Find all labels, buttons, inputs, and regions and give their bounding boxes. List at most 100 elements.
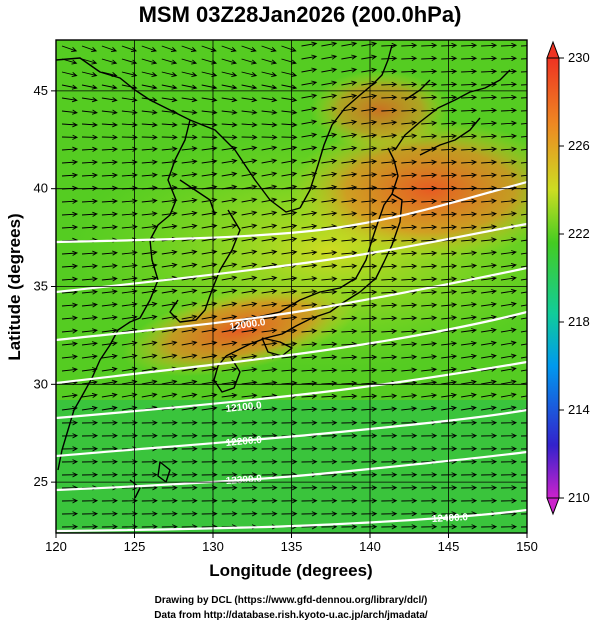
wind-arrow [500,392,517,398]
wind-arrow [241,472,258,478]
wind-arrow [421,172,438,178]
wind-arrow [361,263,378,269]
wind-arrow [461,224,478,230]
wind-arrow [381,472,398,478]
wind-arrow [520,148,527,151]
wind-arrow [81,498,99,504]
wind-arrow [301,54,318,60]
wind-arrow [161,58,178,65]
wind-arrow [341,433,358,439]
wind-arrow [381,420,398,426]
wind-arrow [401,81,418,87]
wind-arrow [401,485,418,491]
wind-arrow [481,524,498,530]
wind-arrow [161,379,178,385]
wind-arrow [221,498,238,504]
wind-arrow [281,45,297,52]
wind-arrow [500,420,518,426]
wind-arrow [81,405,98,411]
wind-arrow [500,133,518,139]
wind-arrow [481,301,497,308]
wind-arrow [321,393,338,399]
wind-arrow [241,109,258,115]
wind-arrow [161,71,178,78]
colorbar-ticks: 230 226 222 218 214 210 [559,50,590,505]
wind-arrow [481,276,498,282]
wind-arrow [321,459,338,465]
wind-arrow [141,353,158,359]
wind-arrow [141,472,158,478]
wind-arrow [381,459,398,465]
wind-arrow [161,97,178,103]
wind-arrow [341,237,358,243]
wind-arrow [341,145,358,151]
wind-arrow [241,58,257,65]
wind-arrow [101,172,118,178]
wind-arrow [461,68,478,74]
wind-arrow [381,328,398,334]
wind-arrow [181,353,198,359]
wind-arrow [500,498,518,504]
colorbar-tick-label: 214 [568,402,590,417]
wind-arrow [241,275,258,281]
wind-arrow [381,524,398,530]
wind-arrow [421,224,438,230]
wind-arrow [61,524,79,530]
wind-arrow [321,171,338,177]
wind-arrow [361,93,378,99]
wind-arrow [61,393,78,399]
wind-arrow [401,498,418,504]
wind-arrow [261,459,278,465]
wind-arrow [101,340,118,347]
wind-arrow [381,172,398,178]
wind-arrow [281,302,298,308]
wind-arrow [81,276,98,282]
wind-arrow [121,58,138,65]
wind-arrow [101,498,118,504]
y-tick-label: 30 [34,376,48,391]
wind-arrow [81,289,98,295]
wind-arrow [221,97,238,103]
wind-arrow [481,459,498,465]
wind-arrow [361,146,378,152]
wind-arrow [141,146,158,152]
wind-arrow [241,420,258,426]
wind-arrow [61,97,78,103]
wind-arrow [361,198,378,204]
wind-arrow [381,276,398,282]
wind-arrow [101,224,118,230]
wind-arrow [500,366,517,372]
wind-arrow [201,459,218,465]
wind-arrow [201,109,218,115]
wind-arrow [421,433,438,439]
wind-arrow [341,302,358,308]
wind-arrow [161,223,178,230]
wind-arrow [301,406,318,412]
wind-arrow [221,485,238,491]
wind-arrow [81,45,98,52]
wind-arrow [421,393,438,399]
wind-arrow [321,80,338,86]
wind-arrow [401,367,418,373]
wind-arrow [381,315,398,321]
wind-arrow [421,42,438,48]
wind-arrow [321,315,338,321]
wind-arrow [221,249,238,255]
wind-arrow [321,197,338,204]
wind-arrow [481,498,498,504]
wind-arrow [481,314,497,320]
wind-arrow [421,341,438,347]
wind-arrow [461,353,478,359]
height-contours [56,180,527,533]
wind-arrow [201,446,218,452]
wind-arrow [181,197,198,204]
wind-arrow [241,97,258,103]
wind-arrow [101,420,118,426]
wind-arrow [201,134,218,140]
wind-arrow [520,291,527,294]
wind-arrow [461,433,478,439]
wind-arrow [141,301,158,307]
wind-arrow [401,250,418,256]
wind-arrow [361,54,378,60]
